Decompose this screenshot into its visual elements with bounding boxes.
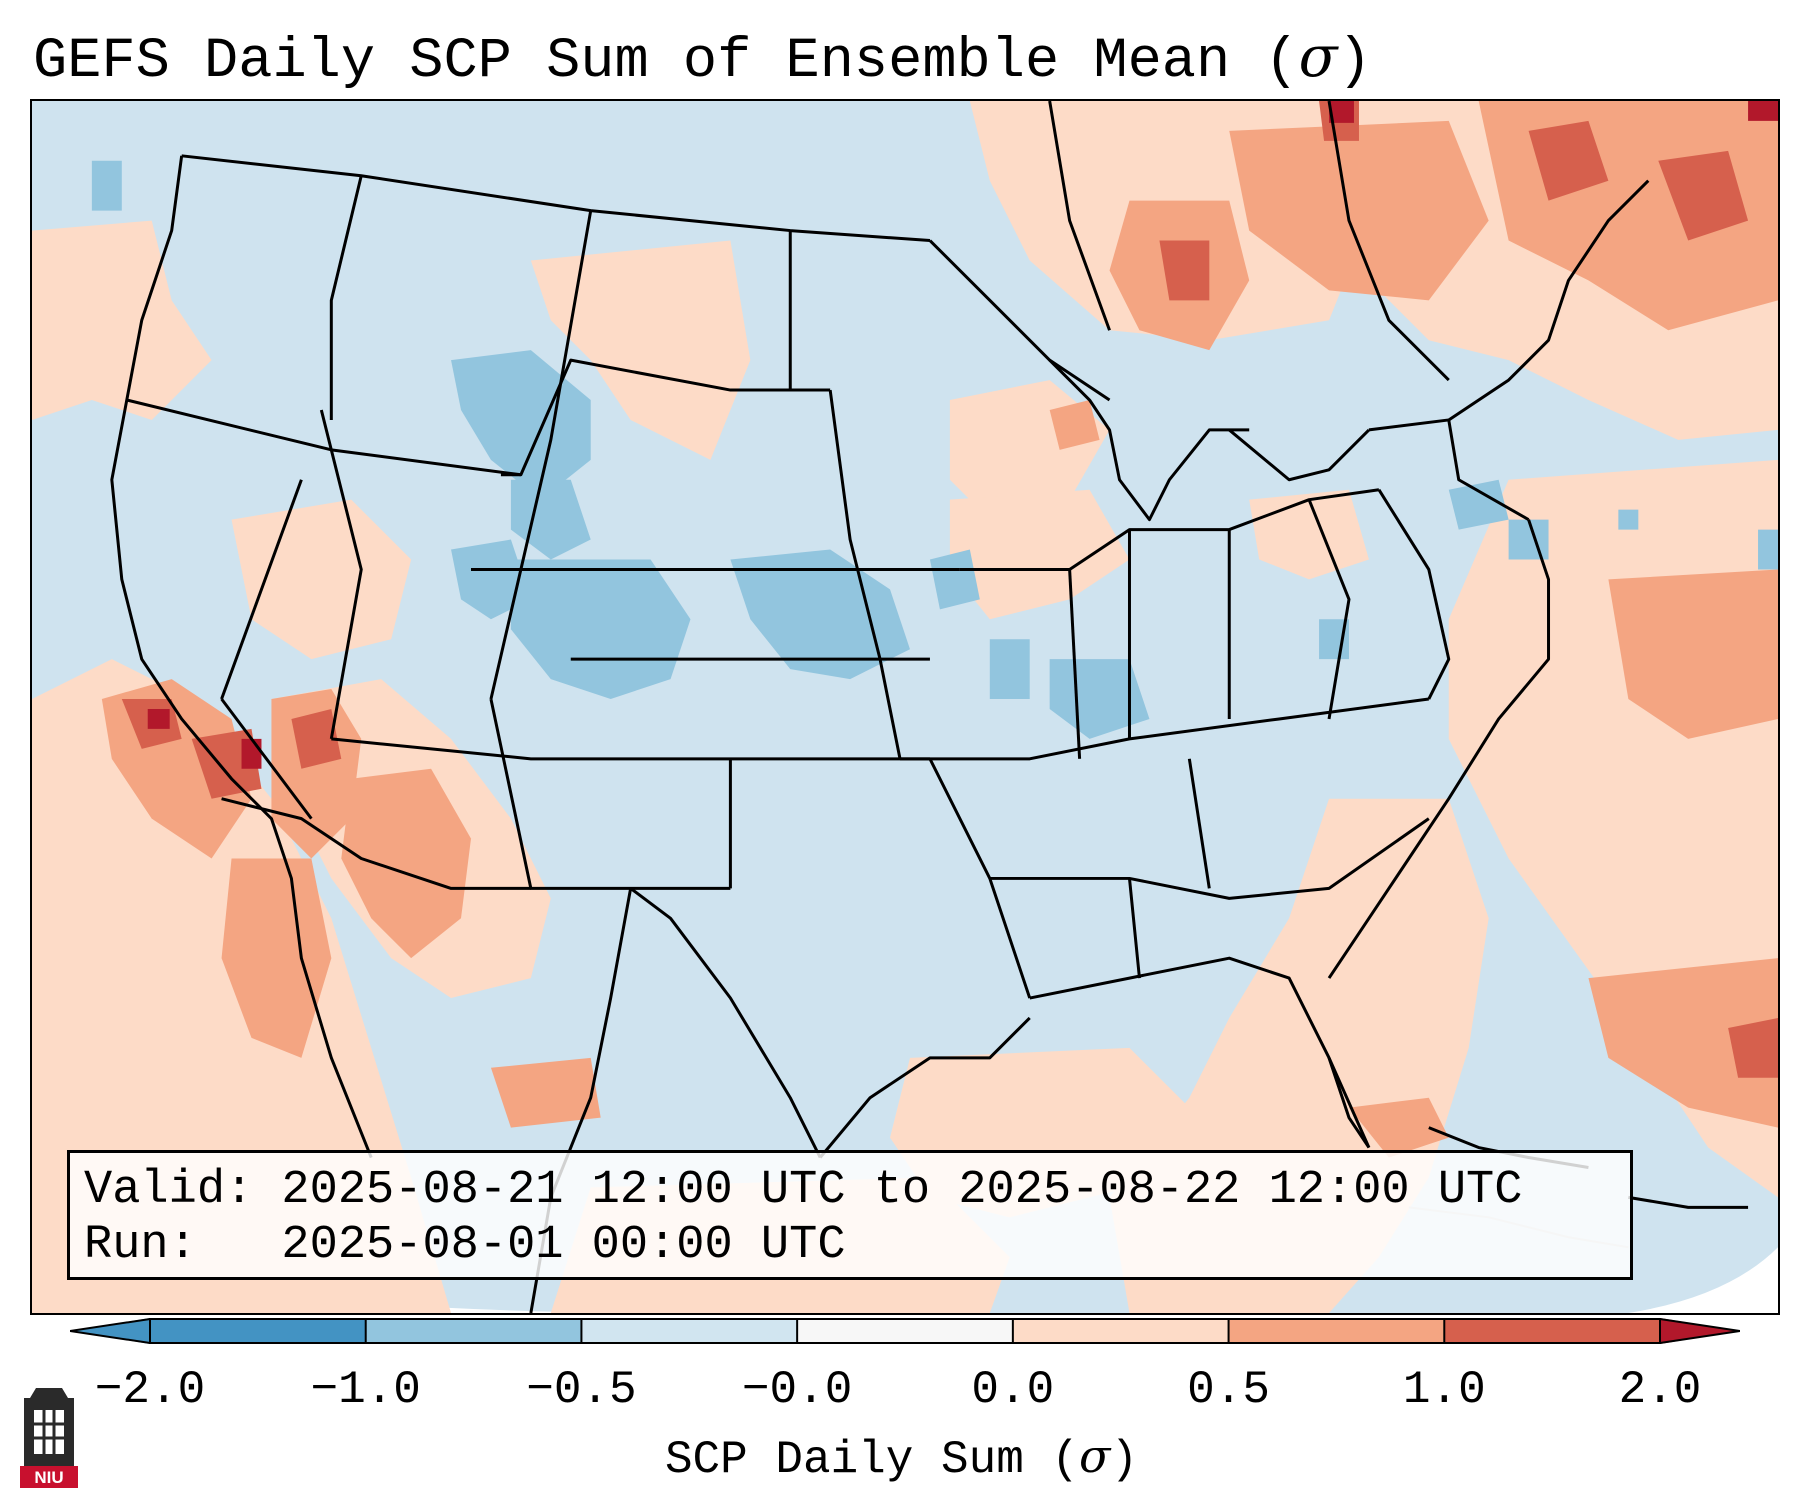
colorbar-tick-label: 1.0: [1402, 1364, 1486, 1416]
colorbar-label: SCP Daily Sum (σ): [0, 1428, 1803, 1488]
colorbar-segment: [150, 1318, 367, 1344]
colorbar-tick-label: −0.0: [741, 1364, 853, 1416]
negative-anomaly-regions: [91, 160, 1778, 739]
chart-title-text: GEFS Daily SCP Sum of Ensemble Mean (: [33, 30, 1299, 94]
chart-title-sigma: σ: [1298, 24, 1338, 90]
map-panel[interactable]: [30, 99, 1780, 1315]
colorbar-tick-label: −2.0: [94, 1364, 206, 1416]
niu-logo-banner: [20, 1466, 78, 1488]
map-svg: [32, 101, 1778, 1313]
colorbar-tick-label: 0.0: [971, 1364, 1055, 1416]
colorbar-ticks: [149, 1318, 1661, 1344]
colorbar-segment: [1228, 1318, 1445, 1344]
colorbar-extend-low: [70, 1318, 150, 1344]
run-time-line: Run: 2025-08-01 00:00 UTC: [84, 1219, 846, 1272]
positive-anomaly-extreme-regions: [147, 101, 1778, 769]
colorbar-extend-high: [1660, 1318, 1740, 1344]
colorbar-tick-label: −0.5: [526, 1364, 637, 1416]
niu-logo-text: NIU: [34, 1468, 63, 1487]
colorbar-tick-label: 2.0: [1618, 1364, 1702, 1416]
niu-logo-window: [34, 1410, 64, 1454]
niu-logo-roof: [30, 1388, 68, 1398]
valid-time-line: Valid: 2025-08-21 12:00 UTC to 2025-08-2…: [84, 1164, 1523, 1217]
positive-anomaly-strong-regions: [121, 101, 1778, 1078]
chart-title: GEFS Daily SCP Sum of Ensemble Mean (σ): [33, 22, 1372, 97]
niu-logo: NIU: [20, 1388, 78, 1488]
colorbar-tick-label: 0.5: [1187, 1364, 1270, 1416]
colorbar-label-close: ): [1110, 1434, 1139, 1486]
valid-run-info-box: Valid: 2025-08-21 12:00 UTC to 2025-08-2…: [67, 1150, 1633, 1280]
chart-title-close: ): [1337, 30, 1372, 94]
colorbar-segment: [365, 1318, 582, 1344]
niu-logo-window-grid: [34, 1410, 64, 1454]
colorbar-segments: [70, 1318, 1740, 1344]
projection-edge-bottom-right: [1628, 1247, 1778, 1313]
colorbar-segment: [581, 1318, 798, 1344]
political-boundaries: [110, 101, 1749, 1313]
colorbar-segment: [797, 1318, 1014, 1344]
colorbar: [70, 1318, 1740, 1344]
colorbar-segment: [1444, 1318, 1661, 1344]
colorbar-segment: [1012, 1318, 1230, 1344]
colorbar-tick-label: −1.0: [310, 1364, 421, 1416]
colorbar-label-sigma: σ: [1079, 1429, 1111, 1483]
colorbar-label-text: SCP Daily Sum (: [664, 1434, 1080, 1486]
